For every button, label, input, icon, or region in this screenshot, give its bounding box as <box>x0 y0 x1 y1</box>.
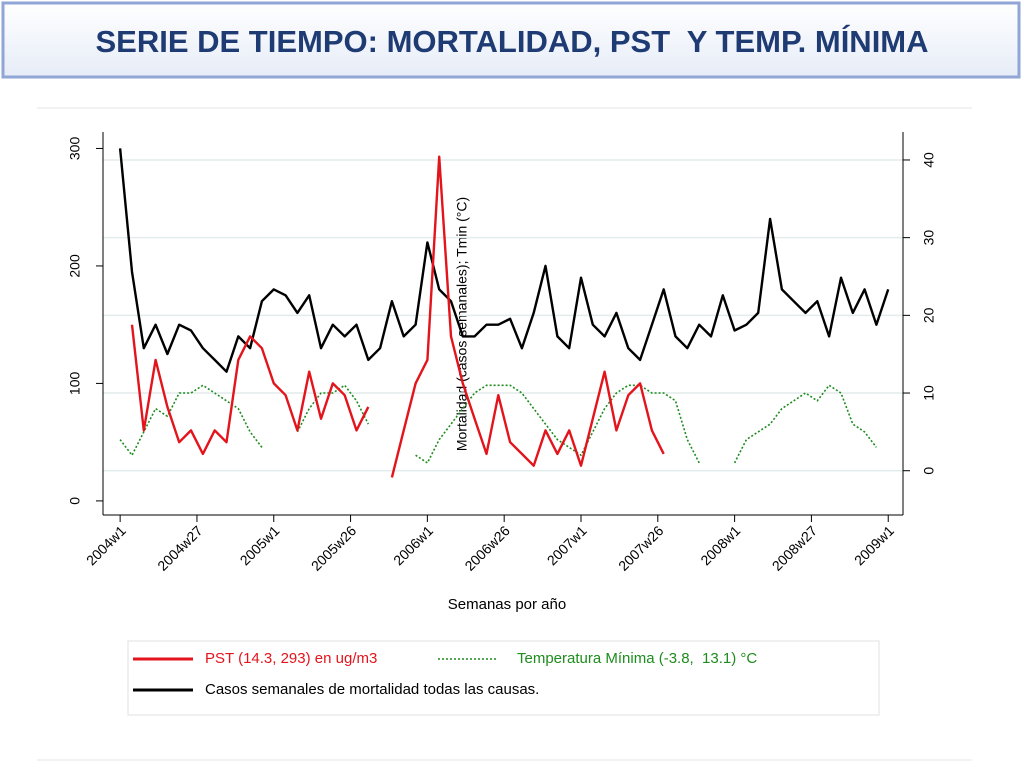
chart-title: SERIE DE TIEMPO: MORTALIDAD, PST Y TEMP.… <box>95 24 928 59</box>
y2-tick-label: 10 <box>921 385 937 401</box>
x-tick-label: 2005w26 <box>308 522 360 574</box>
series-line <box>119 384 878 464</box>
x-tick-label: 2008w27 <box>769 522 821 574</box>
x-tick-label: 2004w27 <box>154 522 206 574</box>
x-tick-label: 2008w1 <box>697 522 743 568</box>
y-tick-label: 300 <box>67 137 83 161</box>
x-tick-label: 2006w1 <box>390 522 436 568</box>
y-axis-label: Mortalidad (casos semanales); Tmin (°C) <box>454 197 470 451</box>
x-tick-label: 2007w1 <box>544 522 590 568</box>
series-line <box>130 155 665 478</box>
legend-label: Temperatura Mínima (-3.8, 13.1) °C <box>517 650 757 667</box>
y2-tick-label: 0 <box>921 467 937 475</box>
y2-tick-label: 30 <box>921 230 937 246</box>
series-line <box>118 148 890 373</box>
y-tick-label: 100 <box>67 372 83 396</box>
x-tick-label: 2005w1 <box>236 522 282 568</box>
legend-label: PST (14.3, 293) en ug/m3 <box>205 650 377 667</box>
y-tick-label: 0 <box>67 497 83 505</box>
y2-tick-label: 20 <box>921 307 937 323</box>
title-box <box>1 1 1021 79</box>
x-tick-label: 2004w1 <box>83 522 129 568</box>
y-tick-label: 200 <box>67 254 83 278</box>
x-axis-label: Semanas por año <box>448 596 566 613</box>
x-tick-label: 2006w26 <box>461 522 513 574</box>
y2-tick-label: 40 <box>921 152 937 168</box>
legend-label: Casos semanales de mortalidad todas las … <box>205 681 539 698</box>
x-tick-label: 2009w1 <box>851 522 897 568</box>
legend-box <box>127 640 880 716</box>
x-tick-label: 2007w26 <box>615 522 667 574</box>
